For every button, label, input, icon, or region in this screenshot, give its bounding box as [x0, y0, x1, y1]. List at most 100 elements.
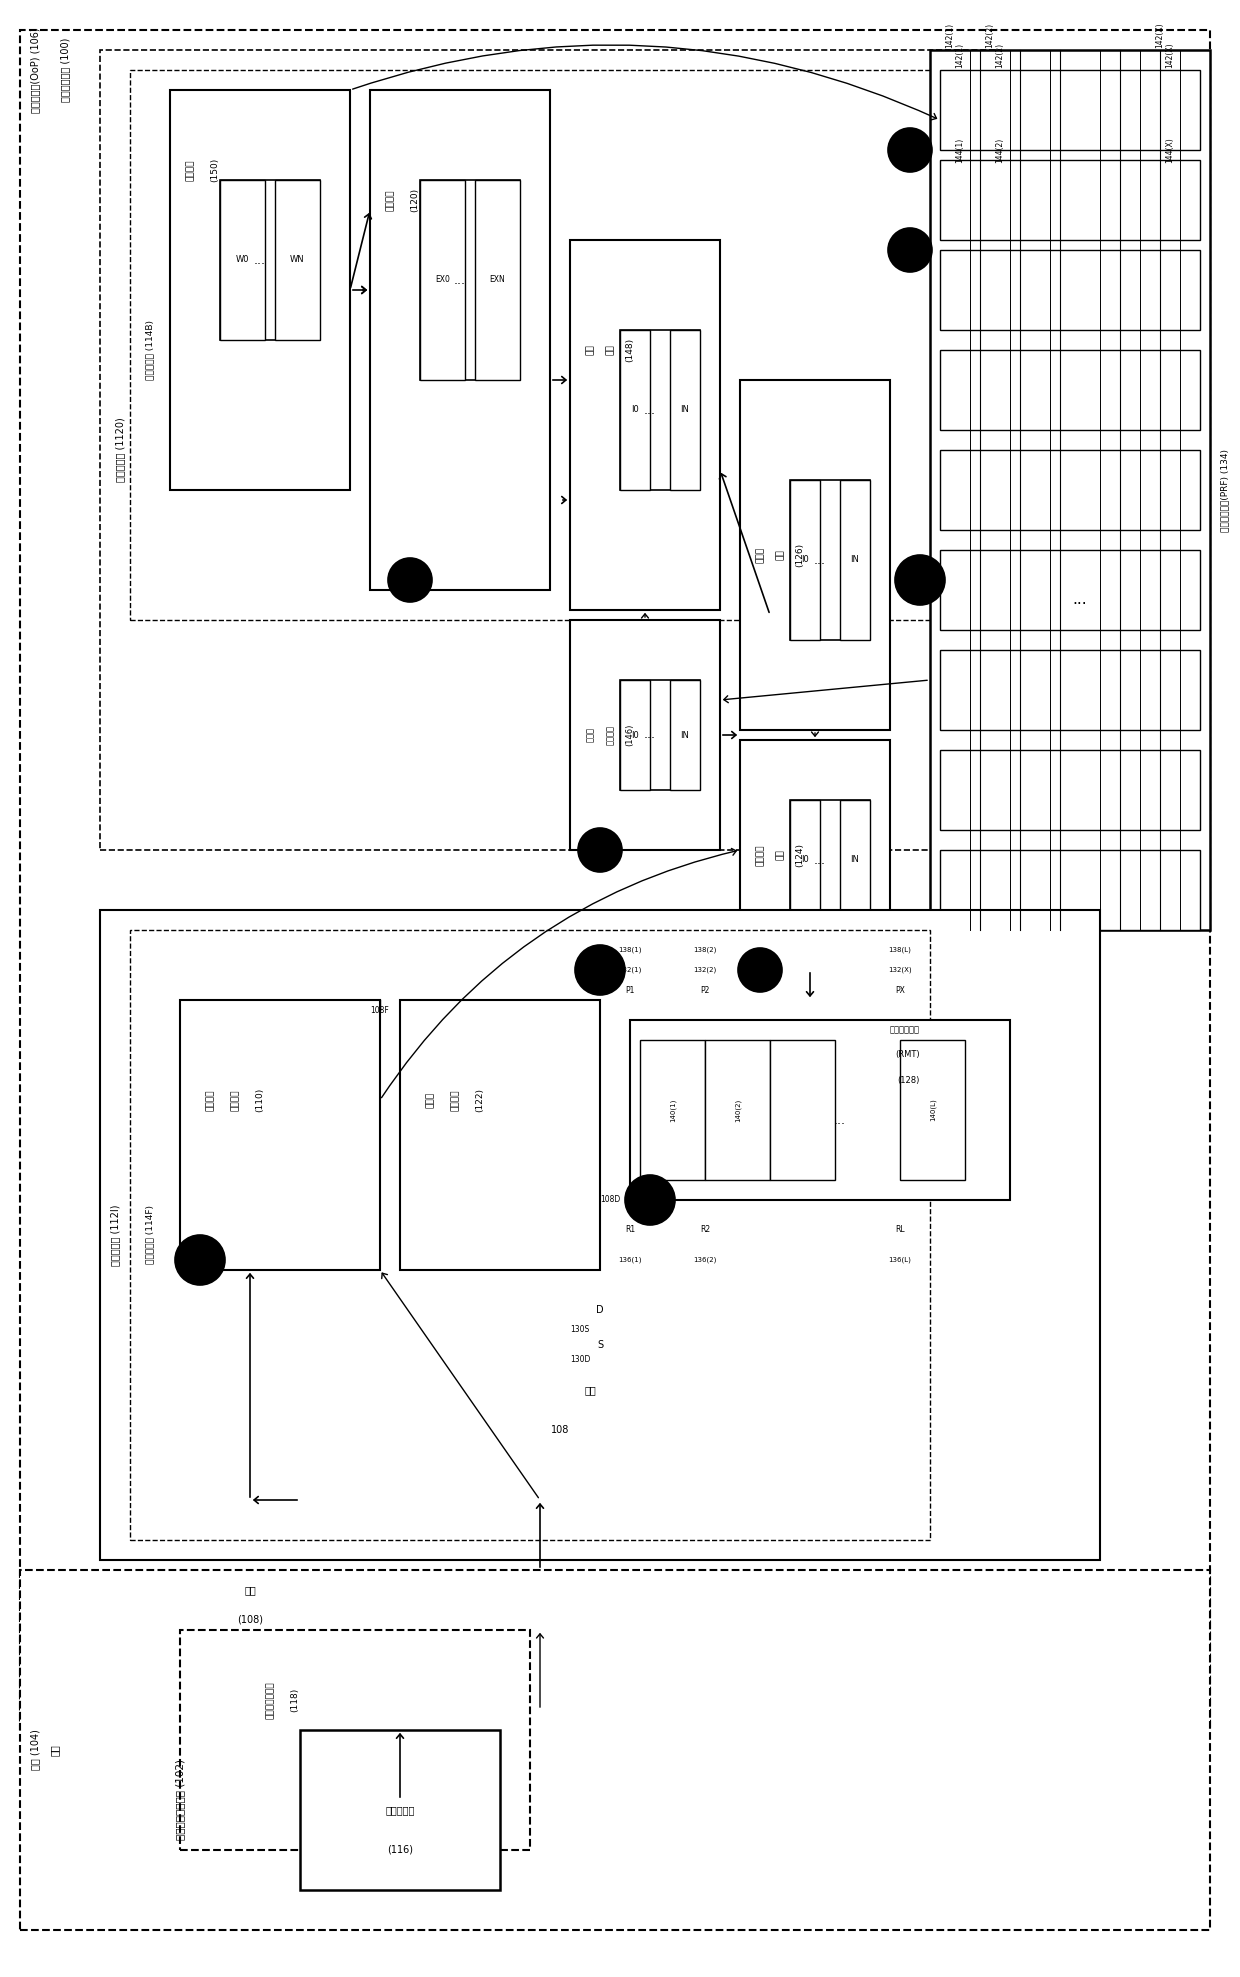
Text: WN: WN [290, 255, 305, 265]
Text: IN: IN [681, 405, 689, 415]
Text: IN: IN [851, 556, 859, 565]
Bar [630, 1020, 1011, 1200]
Text: (110): (110) [255, 1087, 264, 1113]
Text: RL: RL [895, 1226, 905, 1234]
Text: 指令缓冲存储器: 指令缓冲存储器 [265, 1680, 274, 1718]
Circle shape [625, 1174, 675, 1226]
Text: 140(L): 140(L) [929, 1099, 936, 1121]
Text: 132(X): 132(X) [888, 967, 911, 973]
Text: 136(1): 136(1) [619, 1257, 642, 1263]
Text: D: D [596, 1305, 604, 1315]
Bar [839, 480, 870, 641]
Text: ④: ④ [595, 844, 604, 854]
Bar [706, 1040, 770, 1180]
Text: P2: P2 [701, 985, 709, 994]
Text: R1: R1 [625, 1226, 635, 1234]
Text: ⑤: ⑤ [595, 965, 604, 975]
Text: ②: ② [646, 1194, 655, 1206]
Bar [570, 621, 720, 850]
Text: 136(2): 136(2) [693, 1257, 717, 1263]
Text: ...: ... [254, 253, 267, 267]
Text: I0: I0 [801, 556, 808, 565]
Text: ...: ... [835, 1113, 846, 1127]
Bar [620, 330, 650, 490]
Text: 存取电路: 存取电路 [605, 726, 615, 745]
Text: (124): (124) [796, 842, 805, 868]
Circle shape [388, 558, 432, 603]
Text: 电路: 电路 [605, 344, 615, 356]
Bar [620, 330, 701, 490]
Text: 分派: 分派 [585, 344, 594, 356]
Bar [940, 451, 1200, 530]
Text: 138(1): 138(1) [619, 947, 642, 953]
Text: 136(L): 136(L) [889, 1257, 911, 1263]
Text: 指令: 指令 [584, 1386, 596, 1396]
Text: 单片 (104): 单片 (104) [30, 1730, 40, 1771]
Circle shape [888, 129, 932, 172]
Circle shape [575, 945, 625, 994]
Bar [839, 801, 870, 919]
Bar [940, 850, 1200, 929]
Text: 取得电路: 取得电路 [231, 1089, 239, 1111]
Text: I0: I0 [631, 730, 639, 739]
Text: 物理寄存器件(PRF) (134): 物理寄存器件(PRF) (134) [1220, 449, 1230, 532]
Text: (116): (116) [387, 1845, 413, 1854]
Bar [130, 929, 930, 1540]
Text: 控制流: 控制流 [425, 1091, 434, 1107]
Circle shape [888, 227, 932, 273]
Bar [740, 380, 890, 730]
Bar [180, 1000, 379, 1269]
Bar [620, 680, 650, 791]
Text: 142(1): 142(1) [945, 22, 955, 47]
Text: I0: I0 [801, 856, 808, 864]
Bar [740, 739, 890, 971]
Bar [475, 180, 520, 380]
Bar [790, 480, 870, 641]
Text: EXN: EXN [490, 275, 506, 285]
Text: 132(2): 132(2) [693, 967, 717, 973]
Text: 前端指令: 前端指令 [206, 1089, 215, 1111]
Text: P1: P1 [625, 985, 635, 994]
Text: 指令: 指令 [244, 1586, 255, 1595]
Bar [20, 1570, 1210, 1930]
Bar [940, 550, 1200, 631]
Text: (122): (122) [475, 1087, 485, 1111]
Bar [670, 680, 701, 791]
Bar [640, 1040, 706, 1180]
Bar [180, 1629, 529, 1850]
Text: 指令处理系统 (100): 指令处理系统 (100) [60, 38, 69, 103]
Text: 144(2): 144(2) [996, 136, 1004, 162]
Text: 138(L): 138(L) [889, 947, 911, 953]
Text: ...: ... [454, 273, 466, 287]
Text: 7B: 7B [904, 245, 915, 255]
Text: S: S [596, 1340, 603, 1350]
Text: 142(X): 142(X) [1166, 42, 1174, 67]
Text: 142(1): 142(1) [956, 42, 965, 67]
Bar [940, 650, 1200, 730]
Text: 130D: 130D [570, 1356, 590, 1364]
Text: 指令存储器: 指令存储器 [386, 1805, 414, 1815]
Bar [300, 1730, 500, 1890]
Bar [20, 30, 1210, 1730]
Text: 写回电路: 写回电路 [186, 160, 195, 180]
Bar [790, 480, 820, 641]
Text: 中央处理单元系统 (102): 中央处理单元系统 (102) [175, 1760, 185, 1841]
Text: ...: ... [1073, 593, 1087, 607]
Bar [940, 249, 1200, 330]
Text: (146): (146) [625, 724, 635, 745]
Bar [275, 180, 320, 340]
Bar [219, 180, 265, 340]
Text: 电路: 电路 [775, 850, 785, 860]
Text: ⑥: ⑥ [405, 575, 414, 585]
Text: 142(2): 142(2) [996, 42, 1004, 67]
Bar [670, 330, 701, 490]
Text: 寄存名: 寄存名 [755, 548, 765, 563]
Text: (148): (148) [625, 338, 635, 362]
Bar [401, 1000, 600, 1269]
Text: 140(1): 140(1) [670, 1099, 676, 1121]
Bar [420, 180, 520, 380]
Text: 乱序处理器(OoP) (106): 乱序处理器(OoP) (106) [30, 28, 40, 113]
Text: 132(1): 132(1) [619, 967, 641, 973]
Text: 电路: 电路 [775, 550, 785, 559]
Circle shape [578, 828, 622, 872]
